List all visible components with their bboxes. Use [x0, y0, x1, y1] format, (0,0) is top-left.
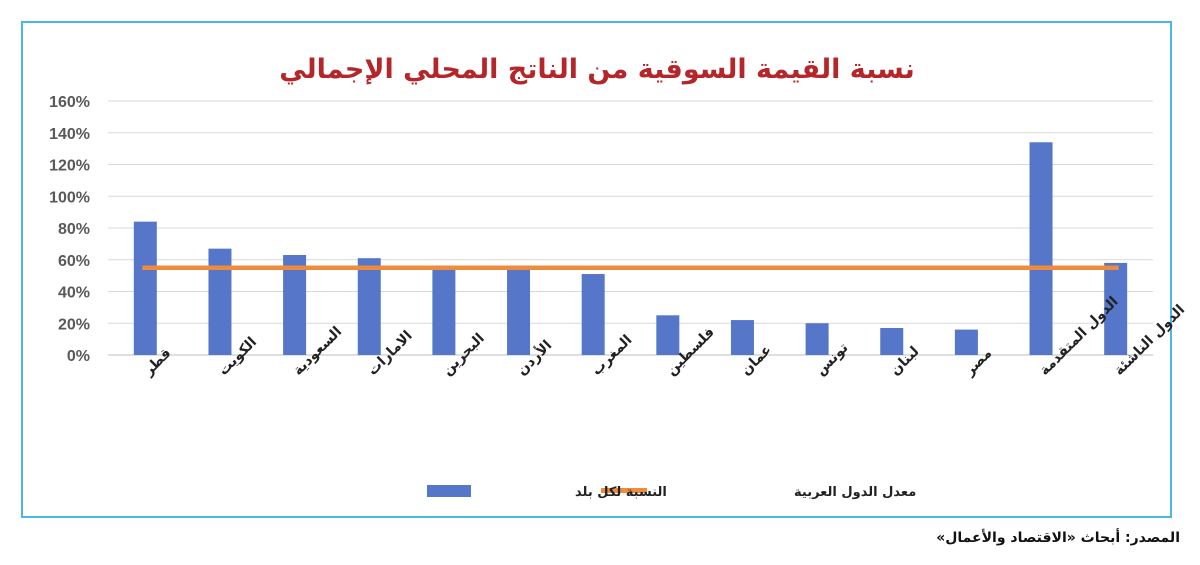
y-tick-label: 0%	[67, 348, 90, 365]
bar	[730, 320, 754, 355]
bar	[581, 274, 605, 355]
bar	[507, 267, 531, 355]
bar	[208, 248, 232, 355]
y-tick-label: 80%	[58, 221, 90, 238]
y-tick-label: 140%	[49, 126, 90, 143]
bar	[1029, 142, 1053, 355]
y-tick-label: 120%	[49, 158, 90, 175]
bar	[880, 328, 904, 355]
bar-series	[133, 142, 1128, 355]
chart-title: نسبة القيمة السوقية من الناتج المحلي الإ…	[279, 54, 915, 85]
legend: معدل الدول العربية النسبة لكل بلد	[427, 485, 916, 500]
bar	[1104, 262, 1128, 355]
bar	[432, 266, 456, 355]
y-tick-label: 20%	[58, 316, 90, 333]
legend-swatch-bar	[427, 485, 471, 497]
bar	[283, 254, 307, 355]
y-axis: 0% 20% 40% 60% 80% 100% 120% 140% 160%	[49, 94, 90, 365]
bar	[656, 315, 680, 355]
bar	[133, 221, 157, 355]
y-tick-label: 40%	[58, 285, 90, 302]
grid-lines	[108, 100, 1153, 356]
legend-label-line: معدل الدول العربية	[794, 485, 916, 500]
legend-swatch-line	[601, 488, 647, 493]
y-tick-label: 60%	[58, 253, 90, 270]
bar	[805, 323, 829, 355]
bar	[954, 329, 978, 355]
bar	[357, 258, 381, 355]
source-note: المصدر: أبحاث «الاقتصاد والأعمال»	[936, 530, 1180, 546]
y-tick-label: 160%	[49, 94, 90, 111]
y-tick-label: 100%	[49, 189, 90, 206]
legend-label-bar: النسبة لكل بلد	[575, 485, 667, 500]
